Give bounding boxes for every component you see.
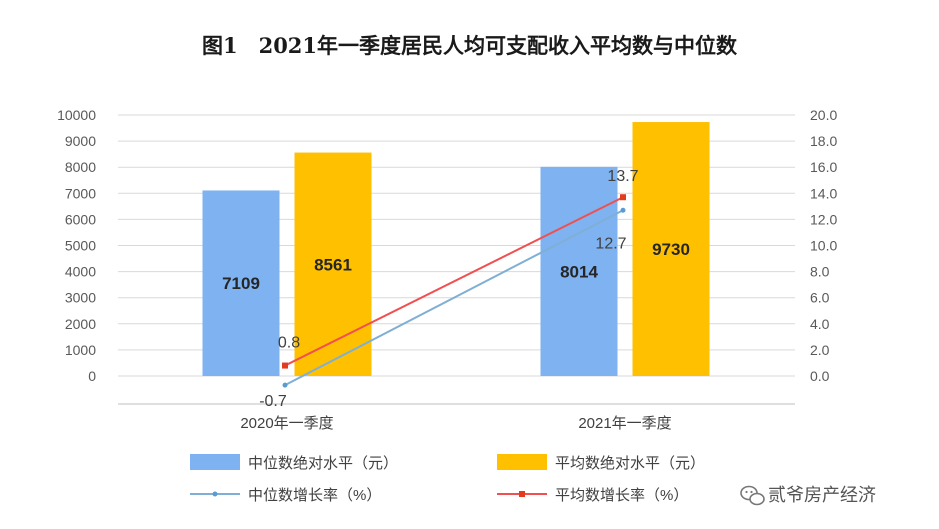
watermark: 贰爷房产经济 xyxy=(740,485,876,506)
line-data-label: 0.8 xyxy=(278,335,300,352)
y-right-tick-label: 10.0 xyxy=(810,238,837,254)
bar-series: 7109 8014 8561 9730 xyxy=(202,122,710,376)
y-right-tick-label: 18.0 xyxy=(810,133,837,149)
line-marker xyxy=(282,382,288,388)
bar-data-label: 9730 xyxy=(652,240,690,259)
bar xyxy=(294,152,372,376)
legend-label: 中位数增长率（%） xyxy=(248,487,381,504)
legend-label: 中位数绝对水平（元） xyxy=(248,455,398,472)
y-left-tick-label: 1000 xyxy=(65,342,96,358)
bar-data-label: 8014 xyxy=(560,262,598,281)
y-left-tick-label: 7000 xyxy=(65,185,96,201)
bar xyxy=(202,190,280,376)
y-left-tick-label: 4000 xyxy=(65,264,96,280)
legend-marker xyxy=(212,491,218,497)
watermark-text: 贰爷房产经济 xyxy=(768,485,876,506)
y-left-tick-label: 8000 xyxy=(65,159,96,175)
y-right-tick-label: 0.0 xyxy=(810,368,830,384)
y-left-tick-label: 5000 xyxy=(65,238,96,254)
y-right-tick-label: 8.0 xyxy=(810,264,830,280)
y-left-tick-label: 3000 xyxy=(65,290,96,306)
bar xyxy=(540,166,618,376)
y-left-tick-label: 10000 xyxy=(57,107,96,123)
y-right-tick-label: 4.0 xyxy=(810,316,830,332)
wechat-icon xyxy=(740,485,765,506)
x-category-label: 2021年一季度 xyxy=(578,415,671,432)
legend: 中位数绝对水平（元） 平均数绝对水平（元） 中位数增长率（%） 平均数增长率（%） xyxy=(190,454,705,504)
y-right-tick-label: 14.0 xyxy=(810,185,837,201)
y-axis-right: 0.0 2.0 4.0 6.0 8.0 10.0 12.0 14.0 16.0 18.0 20.0 xyxy=(810,107,837,384)
series-line xyxy=(284,209,624,387)
line-marker xyxy=(620,194,626,201)
legend-swatch xyxy=(497,454,547,470)
y-right-tick-label: 12.0 xyxy=(810,211,837,227)
y-left-tick-label: 0 xyxy=(88,368,96,384)
y-right-tick-label: 20.0 xyxy=(810,107,837,123)
y-right-tick-label: 16.0 xyxy=(810,159,837,175)
legend-label: 平均数绝对水平（元） xyxy=(555,455,705,472)
line-marker xyxy=(620,207,626,213)
line-data-label: 12.7 xyxy=(595,235,626,252)
line-series: -0.7 12.7 0.8 13.7 xyxy=(259,168,638,410)
x-category-label: 2020年一季度 xyxy=(240,415,333,432)
x-axis-categories: 2020年一季度 2021年一季度 xyxy=(240,415,671,432)
legend-marker xyxy=(519,491,525,497)
y-left-tick-label: 2000 xyxy=(65,316,96,332)
y-right-tick-label: 6.0 xyxy=(810,290,830,306)
legend-swatch xyxy=(190,454,240,470)
bar-data-label: 8561 xyxy=(314,255,352,274)
y-left-tick-label: 6000 xyxy=(65,211,96,227)
line-data-label: -0.7 xyxy=(259,393,287,410)
line-marker xyxy=(282,362,288,369)
line-data-label: 13.7 xyxy=(607,168,638,185)
y-left-tick-label: 9000 xyxy=(65,133,96,149)
y-right-tick-label: 2.0 xyxy=(810,342,830,358)
y-axis-left: 0 1000 2000 3000 4000 5000 6000 7000 8000 9000 100… xyxy=(57,107,96,384)
bar xyxy=(632,122,710,376)
bar-data-label: 7109 xyxy=(222,274,260,293)
chart-title: 图1 2021年一季度居民人均可支配收入平均数与中位数 xyxy=(201,33,738,58)
series-line xyxy=(284,196,624,367)
legend-label: 平均数增长率（%） xyxy=(555,487,688,504)
